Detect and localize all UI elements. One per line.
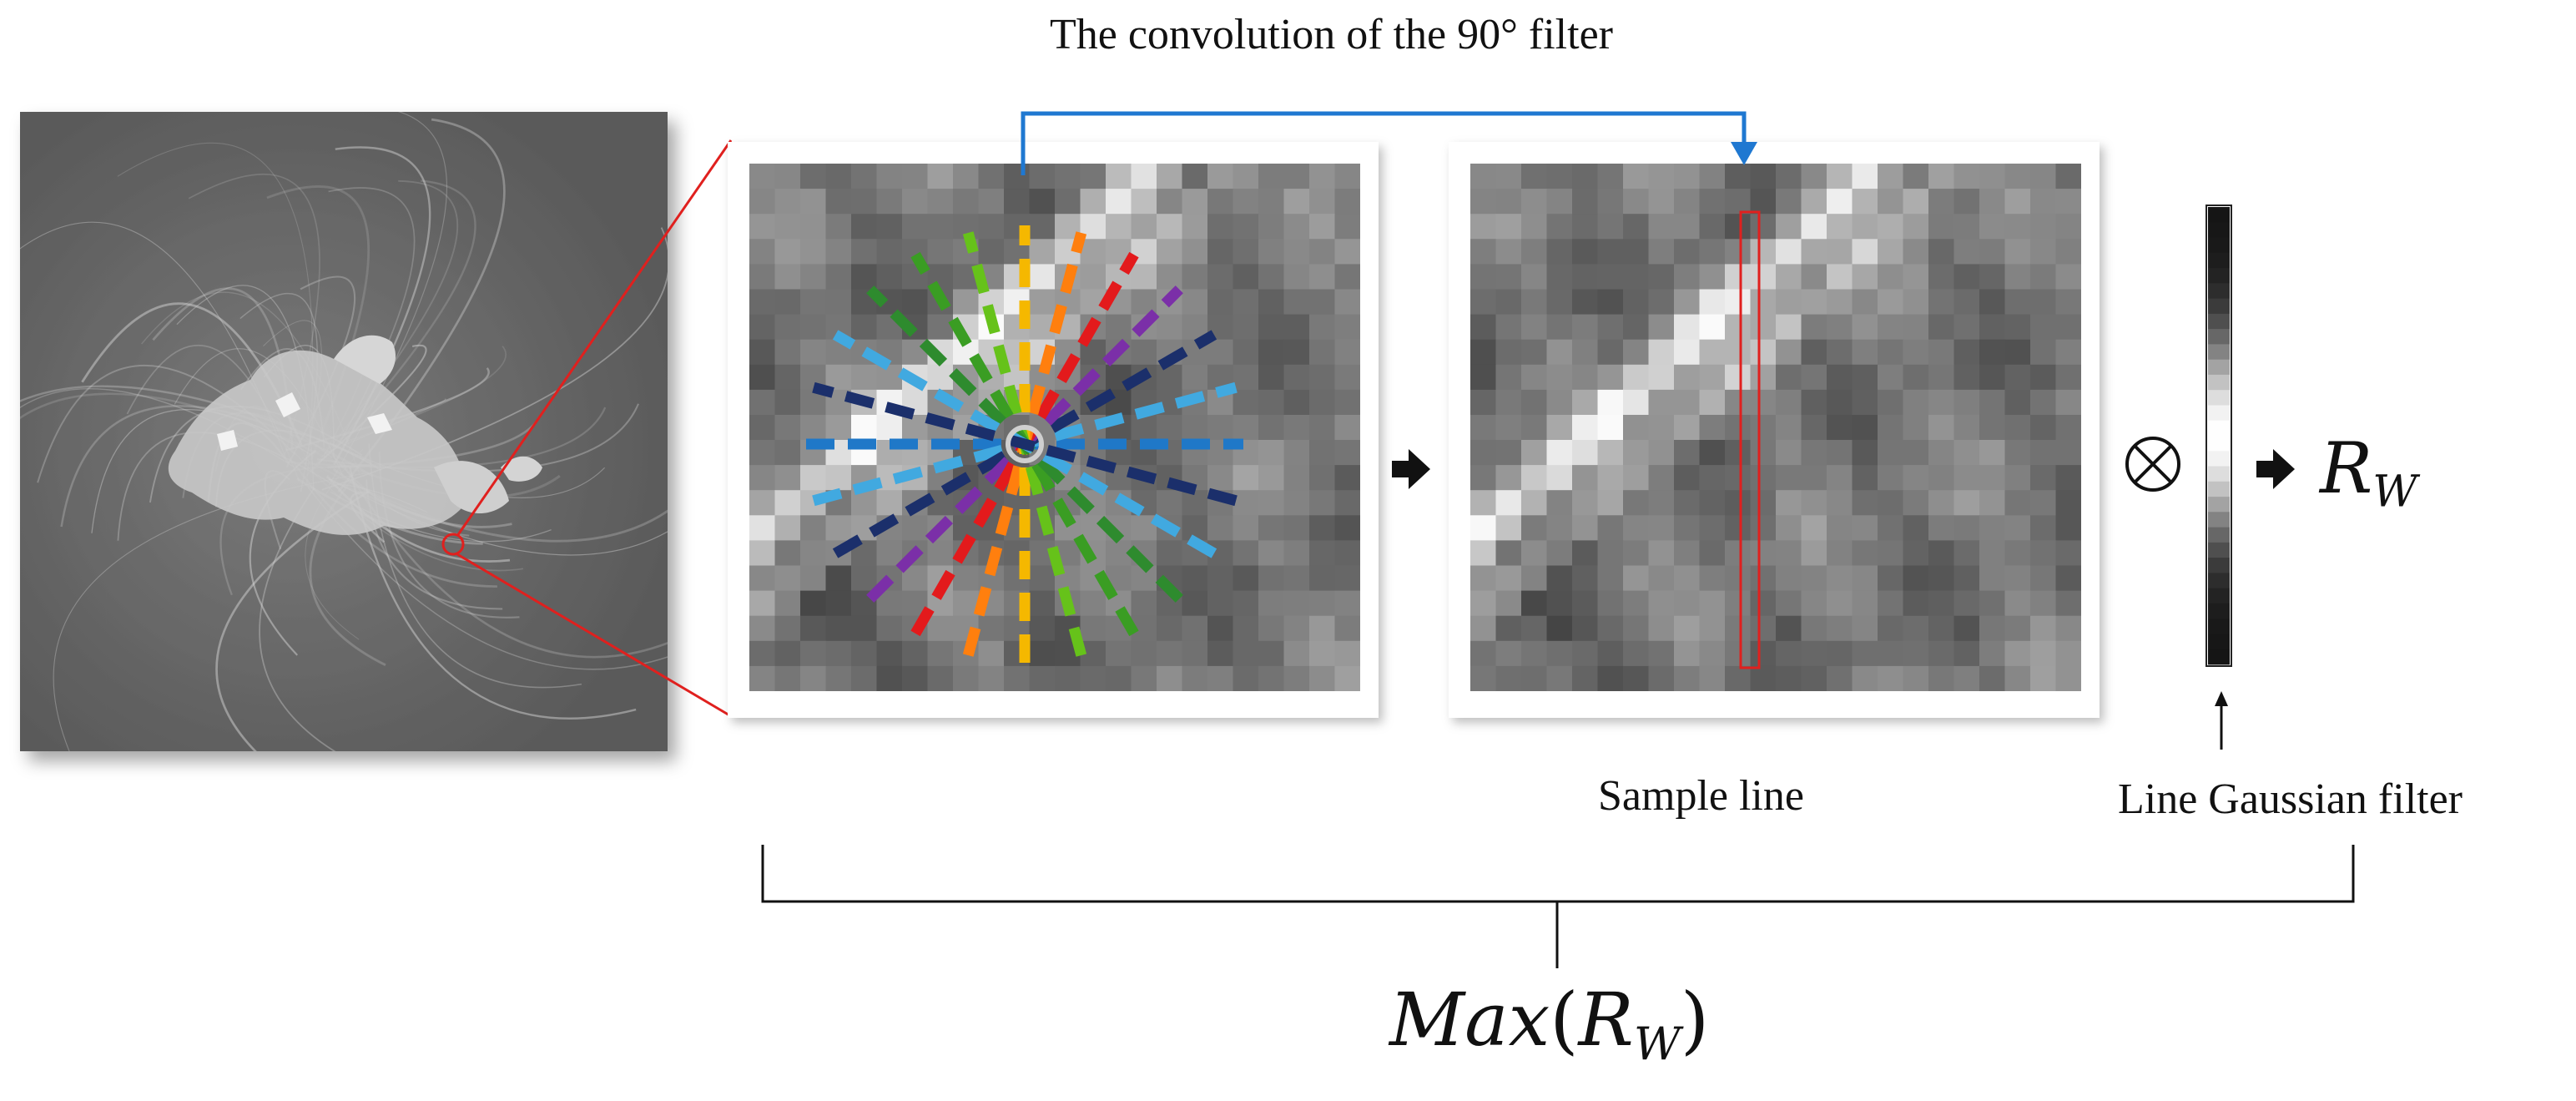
active-region (168, 335, 542, 535)
max-open-paren: ( (1550, 977, 1579, 1063)
max-bracket (761, 845, 2355, 903)
convolution-arrowhead (1731, 142, 1757, 165)
max-fn: Max (1389, 977, 1550, 1063)
max-close-paren: ) (1680, 977, 1710, 1063)
sample-line-box (1739, 210, 1761, 669)
right-arrow-icon (2256, 449, 2295, 489)
zoom-line-top (456, 139, 733, 537)
right-arrow-icon (1392, 449, 1430, 489)
max-rw-base: R (1578, 977, 1634, 1063)
rw-label: RW (2320, 427, 2417, 518)
sample-line-label: Sample line (1598, 772, 1804, 820)
convolution-connector (1021, 111, 1747, 175)
solar-image (20, 112, 668, 751)
orientation-filters (806, 225, 1243, 663)
otimes-icon (2125, 437, 2180, 492)
diagram-title: The convolution of the 90° filter (1050, 11, 1613, 58)
panel-a-image (749, 164, 1360, 691)
line-gaussian-label: Line Gaussian filter (2118, 775, 2463, 823)
filter-center-ring (1006, 425, 1044, 463)
rw-base: R (2320, 427, 2373, 509)
rw-subscript: W (2372, 467, 2417, 518)
max-rw-label: Max(RW) (1389, 977, 1709, 1070)
kernel-pointer-head (2215, 691, 2228, 706)
zoom-line-bottom (456, 553, 732, 718)
panel-b-image (1470, 164, 2081, 691)
selection-circle (441, 533, 465, 556)
gaussian-kernel (2208, 207, 2230, 665)
max-rw-subscript: W (1633, 1017, 1681, 1071)
filter-ray-165 (812, 381, 1238, 507)
